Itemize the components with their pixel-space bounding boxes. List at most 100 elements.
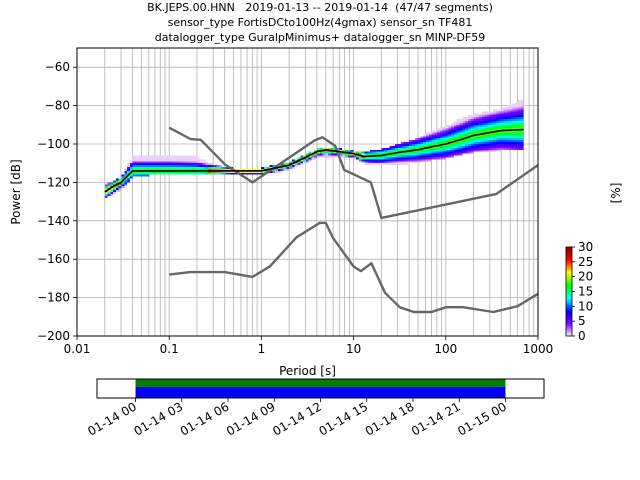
- psd-cell: [196, 157, 200, 160]
- psd-cell: [143, 161, 147, 164]
- psd-cell: [121, 182, 125, 185]
- y-tick-label: −200: [37, 329, 70, 343]
- psd-cell: [118, 188, 122, 191]
- psd-cell: [149, 161, 153, 164]
- psd-cell: [191, 167, 195, 169]
- psd-cell: [403, 157, 407, 160]
- psd-cell: [113, 180, 116, 183]
- psd-cell: [423, 159, 426, 162]
- psd-cell: [498, 124, 502, 127]
- psd-cell: [135, 174, 139, 177]
- psd-cell: [124, 184, 128, 187]
- colorbar-segment: [566, 268, 572, 272]
- psd-cell: [342, 153, 345, 156]
- psd-cell: [110, 190, 114, 192]
- psd-cell: [470, 124, 474, 127]
- psd-cell: [451, 134, 454, 137]
- psd-cell: [166, 168, 169, 171]
- psd-cell: [196, 165, 200, 168]
- psd-cell: [185, 163, 189, 166]
- psd-cell: [445, 136, 449, 139]
- psd-cell: [515, 136, 519, 139]
- psd-cell: [177, 170, 181, 173]
- psd-cell: [520, 140, 524, 143]
- psd-cell: [495, 149, 499, 152]
- psd-cell: [490, 119, 493, 121]
- psd-cell: [414, 153, 418, 156]
- psd-cell: [300, 163, 304, 166]
- psd-cell: [300, 161, 304, 164]
- psd-cell: [498, 128, 502, 131]
- psd-cell: [462, 149, 466, 152]
- psd-cell: [428, 157, 432, 160]
- psd-cell: [238, 168, 242, 171]
- psd-cell: [389, 157, 393, 160]
- psd-cell: [484, 136, 488, 139]
- psd-cell: [445, 151, 449, 154]
- psd-cell: [384, 161, 387, 164]
- psd-cell: [453, 142, 457, 144]
- psd-cell: [160, 172, 164, 175]
- psd-cell: [356, 155, 359, 158]
- psd-cell: [372, 153, 376, 156]
- psd-cell: [157, 172, 161, 175]
- psd-cell: [509, 144, 513, 146]
- psd-cell: [431, 140, 435, 143]
- psd-cell: [146, 155, 150, 158]
- psd-cell: [356, 157, 359, 160]
- plot-frame: [76, 47, 539, 337]
- psd-cell: [512, 120, 516, 123]
- psd-cell: [462, 140, 466, 143]
- psd-cell: [205, 163, 209, 166]
- psd-cell: [171, 155, 175, 158]
- psd-cell: [247, 168, 250, 171]
- colorbar-segment: [566, 318, 572, 321]
- psd-cell: [194, 163, 197, 166]
- psd-cell: [423, 138, 426, 141]
- psd-cell: [481, 113, 485, 116]
- psd-cell: [515, 147, 519, 150]
- psd-cell: [202, 167, 206, 169]
- psd-cell: [495, 117, 499, 120]
- psd-cell: [127, 165, 130, 168]
- psd-cell: [300, 155, 304, 158]
- psd-cell: [403, 147, 407, 150]
- psd-cell: [124, 170, 128, 173]
- psd-cell: [462, 147, 466, 150]
- psd-cell: [367, 161, 371, 164]
- psd-cell: [311, 157, 315, 160]
- psd-cell: [185, 172, 189, 175]
- coverage-tick-label: 01-14 06: [178, 399, 232, 438]
- psd-cell: [124, 178, 128, 181]
- psd-cell: [459, 130, 463, 133]
- psd-cell: [448, 138, 452, 141]
- psd-cell: [194, 157, 197, 160]
- psd-cell: [462, 134, 466, 137]
- psd-cell: [395, 163, 399, 166]
- psd-cell: [428, 138, 432, 141]
- psd-cell: [322, 153, 326, 156]
- psd-cell: [518, 140, 521, 143]
- psd-cell: [141, 157, 144, 160]
- psd-cell: [473, 130, 477, 133]
- psd-cell: [504, 111, 507, 114]
- psd-cell: [520, 119, 524, 121]
- psd-cell: [398, 153, 401, 156]
- psd-cell: [196, 161, 200, 164]
- psd-cell: [487, 142, 491, 144]
- psd-cell: [400, 157, 404, 160]
- psd-cell: [465, 130, 468, 133]
- psd-cell: [484, 149, 488, 152]
- psd-cell: [437, 130, 440, 133]
- psd-cell: [465, 126, 468, 129]
- psd-cell: [205, 167, 209, 169]
- psd-cell: [249, 170, 253, 173]
- psd-cell: [504, 120, 507, 123]
- psd-cell: [308, 157, 312, 160]
- psd-cell: [501, 124, 505, 127]
- psd-cell: [384, 149, 387, 152]
- psd-cell: [425, 136, 429, 139]
- psd-cell: [428, 155, 432, 158]
- psd-cell: [420, 155, 424, 158]
